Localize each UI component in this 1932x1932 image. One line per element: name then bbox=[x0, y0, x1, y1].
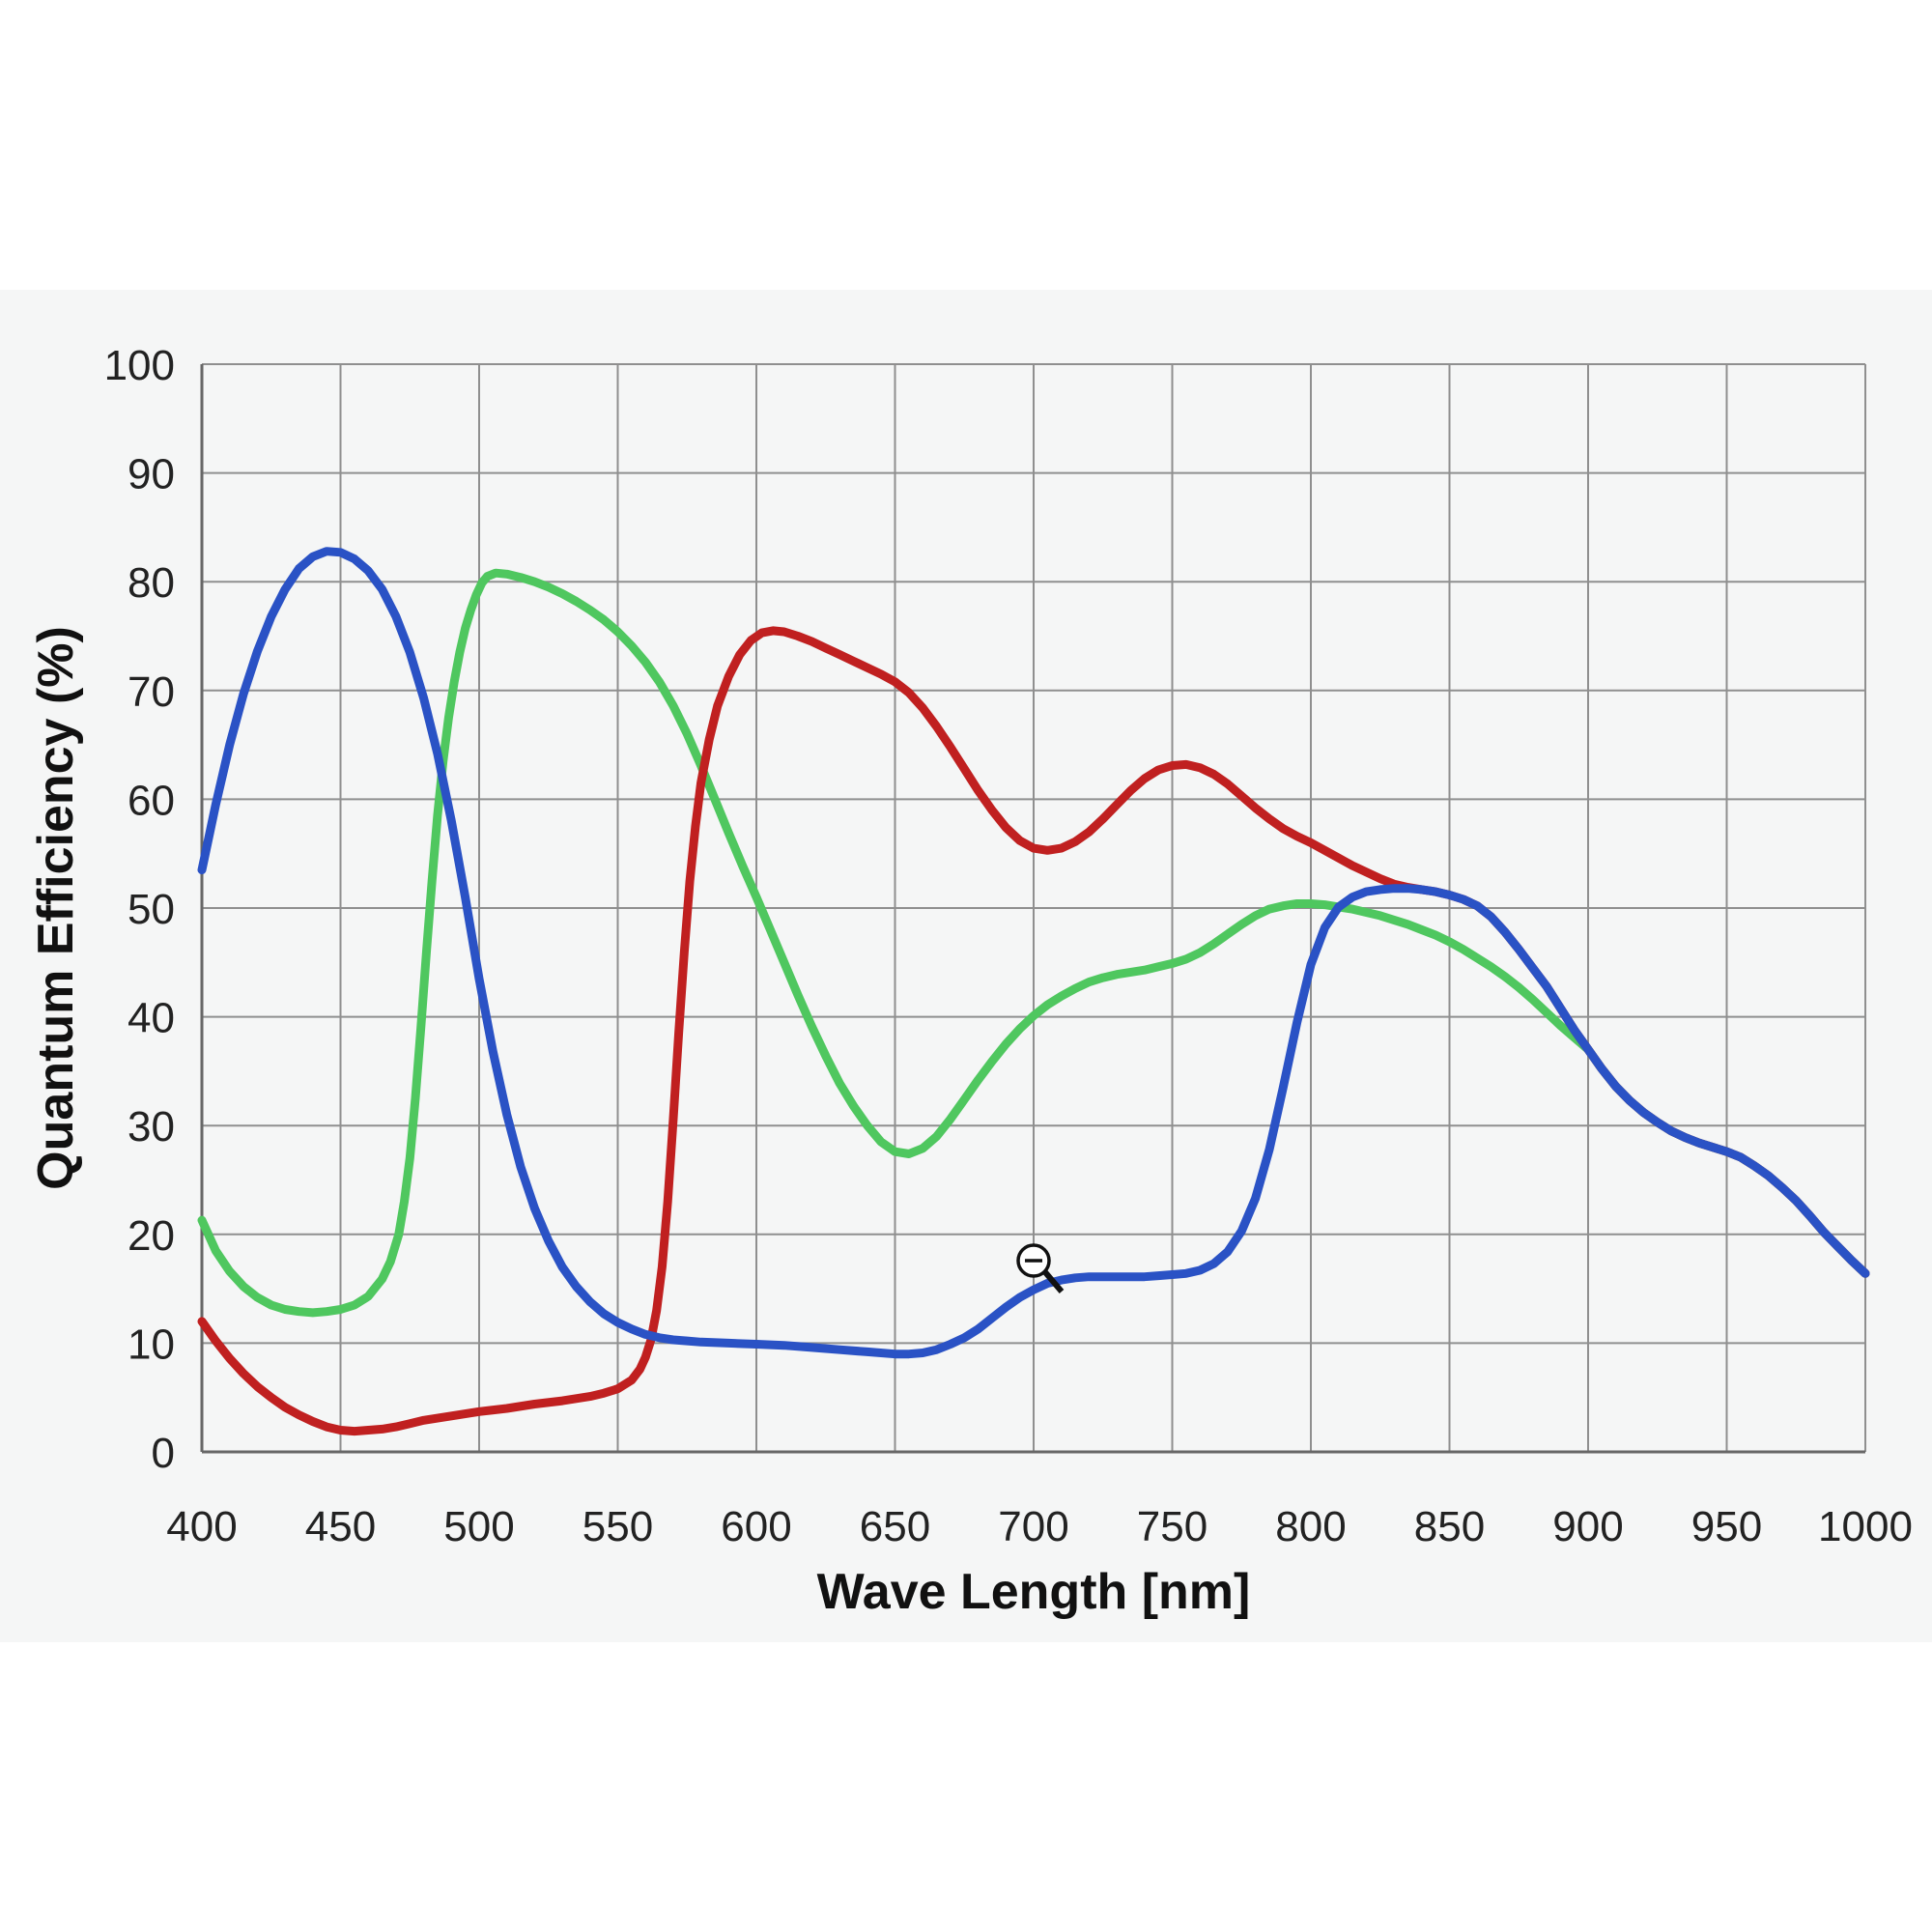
x-tick-label: 650 bbox=[860, 1503, 930, 1550]
y-tick-label: 40 bbox=[128, 995, 175, 1042]
y-tick-label: 80 bbox=[128, 559, 175, 607]
x-tick-label: 900 bbox=[1552, 1503, 1623, 1550]
x-tick-label: 450 bbox=[305, 1503, 376, 1550]
y-tick-label: 100 bbox=[104, 342, 175, 389]
x-tick-label: 1000 bbox=[1818, 1503, 1913, 1550]
y-axis-title: Quantum Efficiency (%) bbox=[28, 626, 84, 1190]
x-tick-label: 800 bbox=[1275, 1503, 1346, 1550]
curve-layer bbox=[197, 547, 1870, 1436]
x-tick-label: 400 bbox=[166, 1503, 237, 1550]
x-tick-label: 500 bbox=[443, 1503, 514, 1550]
y-tick-label: 30 bbox=[128, 1103, 175, 1151]
x-tick-label: 600 bbox=[721, 1503, 791, 1550]
y-tick-label: 70 bbox=[128, 668, 175, 716]
y-tick-label: 0 bbox=[152, 1430, 175, 1477]
y-tick-label: 60 bbox=[128, 777, 175, 824]
x-tick-label: 750 bbox=[1137, 1503, 1208, 1550]
x-tick-label: 700 bbox=[998, 1503, 1068, 1550]
curve-blue-channel bbox=[197, 547, 1870, 1359]
y-tick-label: 20 bbox=[128, 1212, 175, 1260]
y-tick-label: 90 bbox=[128, 451, 175, 498]
x-tick-label: 850 bbox=[1414, 1503, 1485, 1550]
tick-layer: 400 450 500 550 600 650 700 750 800 850 900 950 1000… bbox=[104, 342, 1913, 1550]
x-tick-label: 950 bbox=[1691, 1503, 1762, 1550]
zoom-out-cursor-icon bbox=[1016, 1243, 1065, 1293]
chart-panel bbox=[0, 290, 1932, 1642]
grid-layer bbox=[200, 363, 1866, 1454]
y-tick-label: 10 bbox=[128, 1321, 175, 1368]
y-tick-label: 50 bbox=[128, 886, 175, 933]
x-tick-label: 550 bbox=[582, 1503, 653, 1550]
x-axis-title: Wave Length [nm] bbox=[817, 1564, 1251, 1620]
curve-green-channel bbox=[197, 568, 1870, 1318]
